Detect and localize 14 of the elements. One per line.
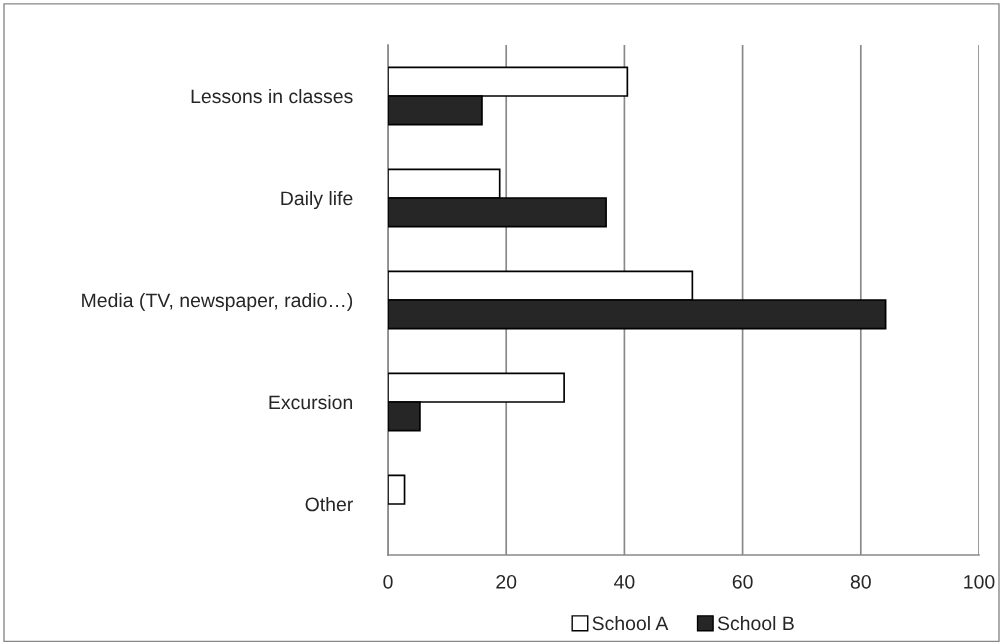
y-tick-label: Lessons in classes [191, 88, 353, 104]
x-tick-label: 20 [496, 574, 517, 589]
legend-label: School B [717, 615, 794, 631]
x-tick-label: 0 [383, 574, 393, 589]
y-tick-label: Media (TV, newspaper, radio…) [82, 292, 353, 312]
x-tick-label: 100 [964, 574, 995, 589]
y-tick-label: Other [305, 496, 353, 512]
x-tick-label: 40 [614, 574, 635, 589]
y-tick-label: Daily life [281, 190, 353, 210]
legend-label: School A [592, 615, 669, 631]
y-tick-label: Excursion [269, 394, 353, 410]
x-tick-label: 60 [732, 574, 753, 589]
bar [388, 474, 406, 505]
x-tick-label: 80 [850, 574, 871, 589]
